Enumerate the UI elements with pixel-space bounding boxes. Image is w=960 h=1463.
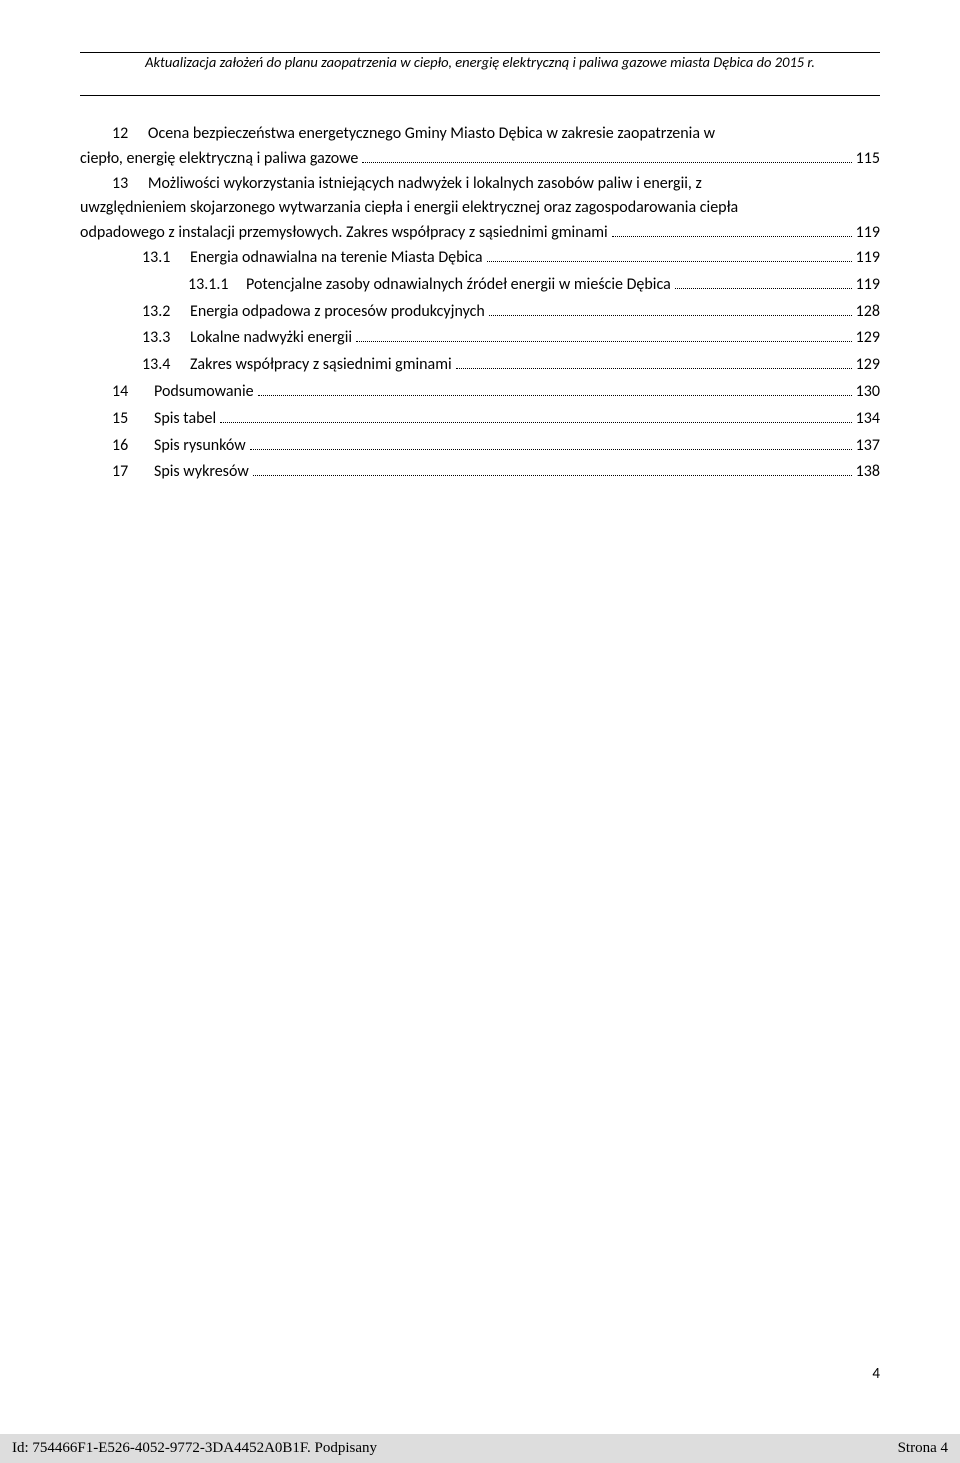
toc-text: uwzględnieniem skojarzonego wytwarzania … <box>80 196 880 221</box>
toc-text: Spis tabel <box>154 407 216 432</box>
toc-text: Spis wykresów <box>154 460 249 485</box>
toc-text: Podsumowanie <box>154 380 254 405</box>
header-rule-bottom <box>80 95 880 96</box>
toc-page: 128 <box>856 300 880 325</box>
toc-num: 16 <box>112 434 154 459</box>
toc-page: 115 <box>856 147 880 172</box>
toc-num: 13.3 <box>142 326 190 351</box>
toc-num: 13 <box>112 174 128 193</box>
toc-num: 13.1.1 <box>188 273 246 298</box>
toc-num: 12 <box>112 124 128 143</box>
document-header-title: Aktualizacja założeń do planu zaopatrzen… <box>80 53 880 77</box>
toc-text: Potencjalne zasoby odnawialnych źródeł e… <box>246 273 671 298</box>
page: Aktualizacja założeń do planu zaopatrzen… <box>0 0 960 1463</box>
toc-entry-13-4: 13.4 Zakres współpracy z sąsiednimi gmin… <box>80 353 880 378</box>
toc-page: 129 <box>856 326 880 351</box>
footer-doc-id: Id: 754466F1-E526-4052-9772-3DA4452A0B1F… <box>12 1440 377 1457</box>
toc-page: 138 <box>856 460 880 485</box>
toc-page: 119 <box>856 221 880 246</box>
toc-leader <box>220 411 852 423</box>
toc-text: Energia odpadowa z procesów produkcyjnyc… <box>190 300 485 325</box>
toc-entry-13: 13 Możliwości wykorzystania istniejących… <box>80 172 880 246</box>
toc-entry-15: 15 Spis tabel 134 <box>80 407 880 432</box>
toc-entry-17: 17 Spis wykresów 138 <box>80 460 880 485</box>
toc-leader <box>675 277 852 289</box>
toc-page: 130 <box>856 380 880 405</box>
toc-entry-13-2: 13.2 Energia odpadowa z procesów produkc… <box>80 300 880 325</box>
toc-entry-13-1-1: 13.1.1 Potencjalne zasoby odnawialnych ź… <box>80 273 880 298</box>
toc-leader <box>258 384 852 396</box>
toc-num: 13.1 <box>142 246 190 271</box>
toc-leader <box>250 438 852 450</box>
table-of-contents: 12 Ocena bezpieczeństwa energetycznego G… <box>80 122 880 485</box>
toc-num: 13.4 <box>142 353 190 378</box>
toc-text: ciepło, energię elektryczną i paliwa gaz… <box>80 147 358 172</box>
toc-leader <box>612 225 852 237</box>
page-footer: Id: 754466F1-E526-4052-9772-3DA4452A0B1F… <box>0 1434 960 1463</box>
toc-text: Lokalne nadwyżki energii <box>190 326 352 351</box>
toc-leader <box>489 304 852 316</box>
toc-entry-13-1: 13.1 Energia odnawialna na terenie Miast… <box>80 246 880 271</box>
toc-text: Ocena bezpieczeństwa energetycznego Gmin… <box>148 124 715 143</box>
toc-page: 119 <box>856 273 880 298</box>
toc-text: odpadowego z instalacji przemysłowych. Z… <box>80 221 608 246</box>
toc-entry-12: 12 Ocena bezpieczeństwa energetycznego G… <box>80 122 880 172</box>
toc-entry-13-3: 13.3 Lokalne nadwyżki energii 129 <box>80 326 880 351</box>
toc-page: 129 <box>856 353 880 378</box>
toc-leader <box>456 357 852 369</box>
toc-page: 119 <box>856 246 880 271</box>
toc-leader <box>253 464 852 476</box>
body-page-number: 4 <box>872 1365 880 1383</box>
toc-num: 15 <box>112 407 154 432</box>
toc-page: 137 <box>856 434 880 459</box>
toc-page: 134 <box>856 407 880 432</box>
toc-text: Możliwości wykorzystania istniejących na… <box>148 174 702 193</box>
toc-num: 17 <box>112 460 154 485</box>
toc-num: 14 <box>112 380 154 405</box>
toc-entry-16: 16 Spis rysunków 137 <box>80 434 880 459</box>
toc-text: Energia odnawialna na terenie Miasta Dęb… <box>190 246 483 271</box>
toc-num: 13.2 <box>142 300 190 325</box>
toc-leader <box>356 330 852 342</box>
toc-leader <box>362 151 851 163</box>
toc-leader <box>487 250 852 262</box>
toc-text: Zakres współpracy z sąsiednimi gminami <box>190 353 452 378</box>
toc-entry-14: 14 Podsumowanie 130 <box>80 380 880 405</box>
footer-page-label: Strona 4 <box>898 1440 948 1457</box>
toc-text: Spis rysunków <box>154 434 246 459</box>
